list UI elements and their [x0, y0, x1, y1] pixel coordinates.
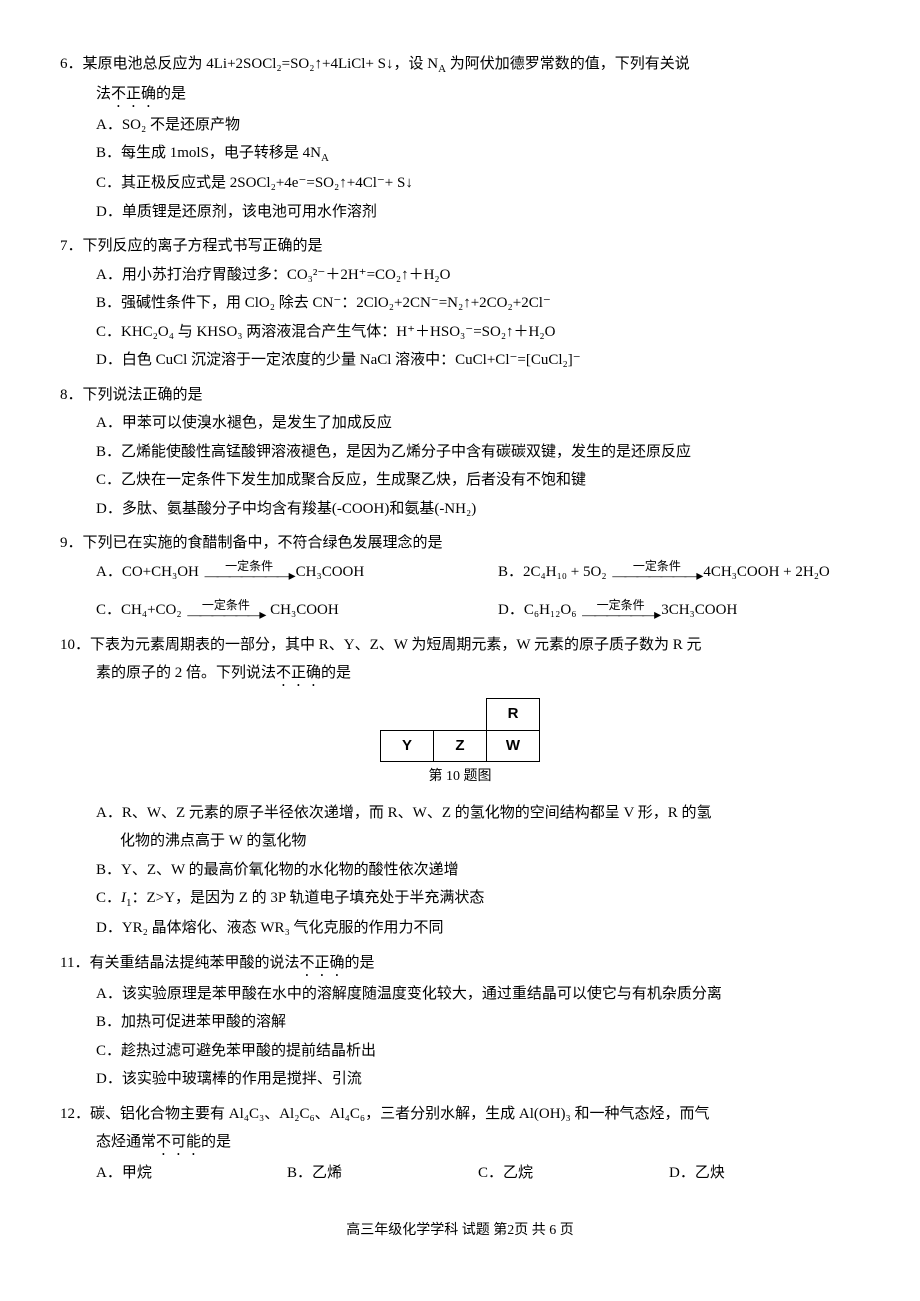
periodic-table-fragment: R Y Z W	[380, 698, 540, 762]
q12-stem-2b: 的是	[201, 1134, 231, 1150]
q9-row2: C．CH₄+CO₂ 一定条件——————▸ CH₃COOH D．C₆H₁₂O₆ …	[96, 596, 860, 625]
arrow-line: ——————▸	[187, 609, 264, 623]
q9-row1: A．CO+CH₃OH 一定条件———————▸CH₃COOH B．2C₄H₁₀ …	[96, 558, 860, 587]
pt-r2c2: Z	[434, 730, 487, 762]
q10-stem-line1: 10．下表为元素周期表的一部分，其中 R、Y、Z、W 为短周期元素，W 元素的原…	[60, 631, 860, 660]
q9-d-1: D．C₆H₁₂O₆	[498, 602, 580, 618]
q12-opt-d: D．乙炔	[669, 1159, 860, 1188]
question-11: 11．有关重结晶法提纯苯甲酸的说法不正确的是 A．该实验原理是苯甲酸在水中的溶解…	[60, 949, 860, 1094]
pt-r1c2	[434, 699, 487, 731]
q8-opt-c: C．乙炔在一定条件下发生加成聚合反应，生成聚乙炔，后者没有不饱和键	[96, 466, 860, 495]
q12-stem-line1: 12．碳、铝化合物主要有 Al₄C₃、Al₂C₆、Al₄C₆，三者分别水解，生成…	[60, 1100, 860, 1129]
question-12: 12．碳、铝化合物主要有 Al₄C₃、Al₂C₆、Al₄C₆，三者分别水解，生成…	[60, 1100, 860, 1188]
q11-stem-b: 的是	[344, 955, 374, 971]
question-9: 9．下列已在实施的食醋制备中，不符合绿色发展理念的是 A．CO+CH₃OH 一定…	[60, 529, 860, 625]
q12-opt-b: B．乙烯	[287, 1159, 478, 1188]
q6-stem-1b: 为阿伏加德罗常数的值，下列有关说	[446, 56, 690, 72]
q9-stem: 9．下列已在实施的食醋制备中，不符合绿色发展理念的是	[60, 529, 860, 558]
arrow-line: ———————▸	[612, 570, 701, 584]
q10-opt-c: C．I1：Z>Y，是因为 Z 的 3P 轨道电子填充处于半充满状态	[96, 884, 860, 914]
q6-b-sub: A	[321, 152, 329, 164]
arrow-line: ———————▸	[205, 570, 294, 584]
q9-opt-b: B．2C₄H₁₀ + 5O₂ 一定条件———————▸4CH₃COOH + 2H…	[498, 558, 860, 587]
q9-a-2: CH₃COOH	[296, 564, 365, 580]
q7-opt-d: D．白色 CuCl 沉淀溶于一定浓度的少量 NaCl 溶液中：CuCl+Cl⁻=…	[96, 346, 860, 375]
q6-opt-b: B．每生成 1molS，电子转移是 4NA	[96, 139, 860, 169]
q9-c-1: C．CH₄+CO₂	[96, 602, 185, 618]
q11-opt-b: B．加热可促进苯甲酸的溶解	[96, 1008, 860, 1037]
q9-b-2: 4CH₃COOH + 2H₂O	[703, 564, 829, 580]
question-7: 7．下列反应的离子方程式书写正确的是 A．用小苏打治疗胃酸过多：CO₃²⁻＋2H…	[60, 232, 860, 375]
q12-opt-c: C．乙烷	[478, 1159, 669, 1188]
question-8: 8．下列说法正确的是 A．甲苯可以使溴水褪色，是发生了加成反应 B．乙烯能使酸性…	[60, 381, 860, 524]
q6-stem-2a: 法	[96, 86, 111, 102]
q8-opt-b: B．乙烯能使酸性高锰酸钾溶液褪色，是因为乙烯分子中含有碳碳双键，发生的是还原反应	[96, 438, 860, 467]
q12-neg: 不可能	[156, 1134, 201, 1150]
q6-opt-c: C．其正极反应式是 2SOCl₂+4e⁻=SO₂↑+4Cl⁻+ S↓	[96, 169, 860, 198]
page-footer: 高三年级化学学科 试题 第2页 共 6 页	[60, 1218, 860, 1245]
reaction-arrow-icon: 一定条件——————▸	[582, 599, 659, 623]
q9-d-2: 3CH₃COOH	[661, 602, 737, 618]
q10-caption: 第 10 题图	[60, 764, 860, 791]
q11-stem: 11．有关重结晶法提纯苯甲酸的说法不正确的是	[60, 949, 860, 980]
q10-neg: 不正确	[276, 665, 321, 681]
question-6: 6．某原电池总反应为 4Li+2SOCl₂=SO₂↑+4LiCl+ S↓，设 N…	[60, 50, 860, 226]
q6-opt-a: A．SO₂ 不是还原产物	[96, 111, 860, 140]
q6-b-text: B．每生成 1molS，电子转移是 4N	[96, 145, 321, 161]
q6-neg: 不正确	[111, 86, 156, 102]
q6-stem-1a: 6．某原电池总反应为 4Li+2SOCl₂=SO₂↑+4LiCl+ S↓，设 N	[60, 56, 438, 72]
q9-opt-d: D．C₆H₁₂O₆ 一定条件——————▸3CH₃COOH	[498, 596, 860, 625]
q6-stem-line1: 6．某原电池总反应为 4Li+2SOCl₂=SO₂↑+4LiCl+ S↓，设 N…	[60, 50, 860, 80]
q7-stem: 7．下列反应的离子方程式书写正确的是	[60, 232, 860, 261]
q11-opt-c: C．趁热过滤可避免苯甲酸的提前结晶析出	[96, 1037, 860, 1066]
pt-r2c1: Y	[381, 730, 434, 762]
q6-stem-2b: 的是	[156, 86, 186, 102]
q10-opt-a2: 化物的沸点高于 W 的氢化物	[120, 827, 860, 856]
q10-opt-d: D．YR₂ 晶体熔化、液态 WR₃ 气化克服的作用力不同	[96, 914, 860, 943]
pt-r2c3: W	[487, 730, 540, 762]
q11-neg: 不正确	[299, 955, 344, 971]
q9-opt-a: A．CO+CH₃OH 一定条件———————▸CH₃COOH	[96, 558, 458, 587]
q11-opt-a: A．该实验原理是苯甲酸在水中的溶解度随温度变化较大，通过重结晶可以使它与有机杂质…	[96, 980, 860, 1009]
q7-opt-a: A．用小苏打治疗胃酸过多：CO₃²⁻＋2H⁺=CO₂↑＋H₂O	[96, 261, 860, 290]
q12-opt-a: A．甲烷	[96, 1159, 287, 1188]
reaction-arrow-icon: 一定条件———————▸	[205, 560, 294, 584]
q9-b-1: B．2C₄H₁₀ + 5O₂	[498, 564, 610, 580]
question-10: 10．下表为元素周期表的一部分，其中 R、Y、Z、W 为短周期元素，W 元素的原…	[60, 631, 860, 943]
pt-r1c1	[381, 699, 434, 731]
q7-opt-b: B．强碱性条件下，用 ClO₂ 除去 CN⁻：2ClO₂+2CN⁻=N₂↑+2C…	[96, 289, 860, 318]
q7-opt-c: C．KHC₂O₄ 与 KHSO₃ 两溶液混合产生气体：H⁺＋HSO₃⁻=SO₂↑…	[96, 318, 860, 347]
pt-r1c3: R	[487, 699, 540, 731]
q11-stem-a: 11．有关重结晶法提纯苯甲酸的说法	[60, 955, 299, 971]
q8-opt-d: D．多肽、氨基酸分子中均含有羧基(-COOH)和氨基(-NH₂)	[96, 495, 860, 524]
q10-opt-b: B．Y、Z、W 的最高价氧化物的水化物的酸性依次递增	[96, 856, 860, 885]
q6-na-sub: A	[438, 63, 446, 75]
q10-stem-line2: 素的原子的 2 倍。下列说法不正确的是	[96, 659, 860, 690]
q9-c-2: CH₃COOH	[266, 602, 338, 618]
reaction-arrow-icon: 一定条件——————▸	[187, 599, 264, 623]
reaction-arrow-icon: 一定条件———————▸	[612, 560, 701, 584]
q8-stem: 8．下列说法正确的是	[60, 381, 860, 410]
q10-stem-2b: 的是	[321, 665, 351, 681]
q12-stem-line2: 态烃通常不可能的是	[96, 1128, 860, 1159]
q10-stem-2a: 素的原子的 2 倍。下列说法	[96, 665, 276, 681]
q12-stem-2a: 态烃通常	[96, 1134, 156, 1150]
q8-opt-a: A．甲苯可以使溴水褪色，是发生了加成反应	[96, 409, 860, 438]
q6-stem-line2: 法不正确的是	[96, 80, 860, 111]
arrow-line: ——————▸	[582, 609, 659, 623]
q6-opt-d: D．单质锂是还原剂，该电池可用水作溶剂	[96, 198, 860, 227]
q9-a-1: A．CO+CH₃OH	[96, 564, 203, 580]
q10-opt-a1: A．R、W、Z 元素的原子半径依次递增，而 R、W、Z 的氢化物的空间结构都呈 …	[96, 799, 860, 828]
q12-options: A．甲烷 B．乙烯 C．乙烷 D．乙炔	[96, 1159, 860, 1188]
q11-opt-d: D．该实验中玻璃棒的作用是搅拌、引流	[96, 1065, 860, 1094]
q9-opt-c: C．CH₄+CO₂ 一定条件——————▸ CH₃COOH	[96, 596, 458, 625]
q10-c-text: ：Z>Y，是因为 Z 的 3P 轨道电子填充处于半充满状态	[132, 890, 485, 906]
